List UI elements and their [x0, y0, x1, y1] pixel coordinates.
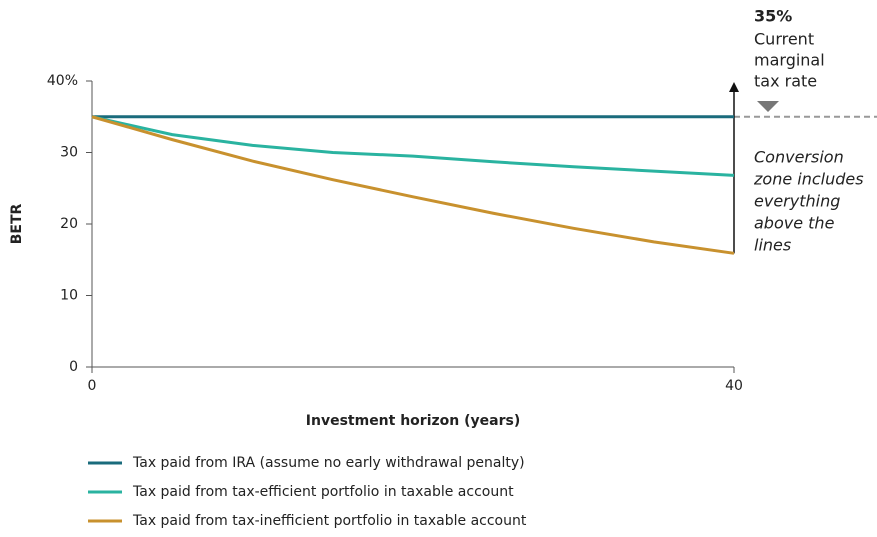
rate-note: marginal	[754, 51, 825, 70]
series-line	[91, 115, 735, 255]
zone-note: lines	[754, 236, 791, 255]
zone-note: everything	[754, 192, 840, 211]
zone-note: above the	[754, 214, 835, 233]
rate-marker	[757, 101, 779, 112]
rate-note: Current	[754, 30, 814, 49]
y-tick-label: 10	[60, 288, 78, 304]
zone-note: Conversion	[754, 148, 844, 167]
x-tick-label: 40	[725, 378, 743, 394]
y-axis-label: BETR	[9, 204, 25, 245]
series-line	[91, 115, 735, 177]
arrow-head	[729, 82, 739, 92]
x-tick-label: 0	[88, 378, 97, 394]
legend-label: Tax paid from tax-efficient portfolio in…	[132, 484, 514, 500]
y-tick-label: 40%	[47, 73, 78, 89]
y-tick-label: 0	[69, 359, 78, 375]
legend-label: Tax paid from IRA (assume no early withd…	[132, 455, 525, 471]
rate-label: 35%	[754, 7, 792, 26]
zone-note: zone includes	[753, 170, 864, 189]
legend-label: Tax paid from tax-inefficient portfolio …	[132, 513, 527, 529]
rate-note: tax rate	[754, 72, 817, 91]
y-tick-label: 30	[60, 145, 78, 161]
y-tick-label: 20	[60, 216, 78, 232]
x-axis-label: Investment horizon (years)	[306, 413, 520, 429]
